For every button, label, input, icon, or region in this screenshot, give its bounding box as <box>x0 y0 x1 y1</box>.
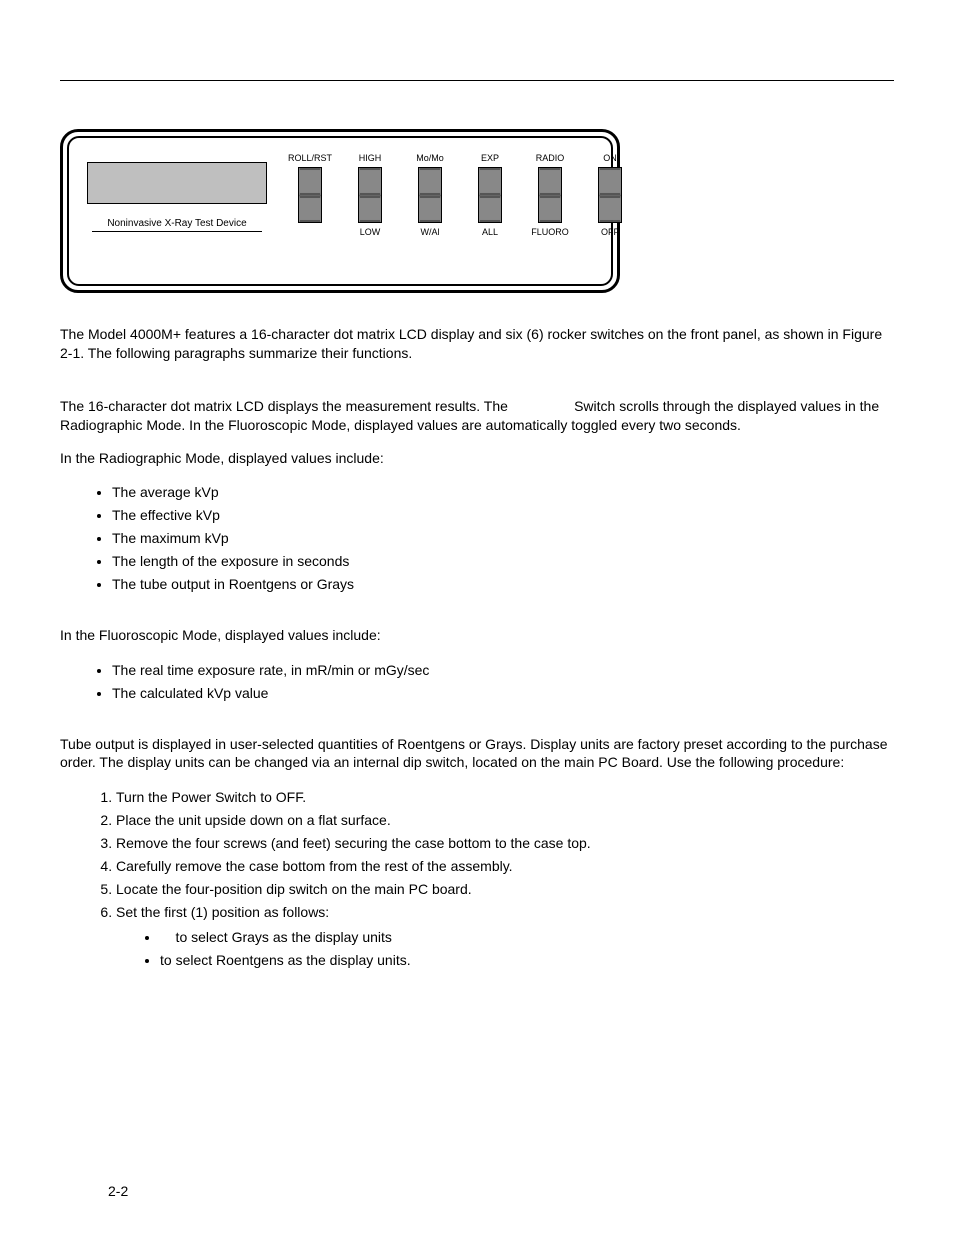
switch-label-top: Mo/Mo <box>416 152 444 164</box>
page: Noninvasive X-Ray Test Device ROLL/RST H… <box>0 0 954 1235</box>
list-item: The tube output in Roentgens or Grays <box>112 573 894 596</box>
sub-item-text: to select Grays as the display units <box>172 929 392 945</box>
radio-mode-intro: In the Radiographic Mode, displayed valu… <box>60 449 894 468</box>
list-item: The effective kVp <box>112 504 894 527</box>
list-item: The maximum kVp <box>112 527 894 550</box>
step-item: Set the first (1) position as follows: t… <box>116 901 894 974</box>
sub-item: to select Grays as the display units <box>160 926 894 949</box>
step-item: Turn the Power Switch to OFF. <box>116 786 894 809</box>
intro-paragraph: The Model 4000M+ features a 16-character… <box>60 325 894 363</box>
switch-row: ROLL/RST HIGH LOW Mo/Mo W/Al <box>289 152 631 238</box>
switch-label-bottom: ALL <box>482 226 498 238</box>
lcd-caption: Noninvasive X-Ray Test Device <box>92 218 262 232</box>
lcd-display <box>87 162 267 204</box>
switch-exp-all: EXP ALL <box>469 152 511 238</box>
display-desc-part-a: The 16-character dot matrix LCD displays… <box>60 398 512 414</box>
switch-label-top: EXP <box>481 152 499 164</box>
radio-mode-list: The average kVp The effective kVp The ma… <box>60 481 894 595</box>
switch-label-top: HIGH <box>359 152 382 164</box>
front-panel-figure: Noninvasive X-Ray Test Device ROLL/RST H… <box>60 129 894 293</box>
rocker-icon <box>478 167 502 223</box>
switch-high-low: HIGH LOW <box>349 152 391 238</box>
switch-radio-fluoro: RADIO FLUORO <box>529 152 571 238</box>
fluoro-mode-intro: In the Fluoroscopic Mode, displayed valu… <box>60 626 894 645</box>
procedure-steps: Turn the Power Switch to OFF. Place the … <box>60 786 894 973</box>
switch-roll-rst: ROLL/RST <box>289 152 331 238</box>
step-item: Carefully remove the case bottom from th… <box>116 855 894 878</box>
switch-label-top: RADIO <box>536 152 565 164</box>
list-item: The calculated kVp value <box>112 682 894 705</box>
list-item: The average kVp <box>112 481 894 504</box>
tube-output-paragraph: Tube output is displayed in user-selecte… <box>60 735 894 773</box>
switch-label-top: ROLL/RST <box>288 152 332 164</box>
switch-label-bottom: FLUORO <box>531 226 569 238</box>
list-item: The real time exposure rate, in mR/min o… <box>112 659 894 682</box>
rocker-icon <box>418 167 442 223</box>
switch-label-bottom: OFF <box>601 226 619 238</box>
rocker-icon <box>358 167 382 223</box>
step-item: Place the unit upside down on a flat sur… <box>116 809 894 832</box>
panel-outer-frame: Noninvasive X-Ray Test Device ROLL/RST H… <box>60 129 620 293</box>
page-number: 2-2 <box>108 1183 128 1199</box>
switch-on-off: ON OFF <box>589 152 631 238</box>
switch-mo-wal: Mo/Mo W/Al <box>409 152 451 238</box>
switch-label-bottom: W/Al <box>421 226 440 238</box>
rocker-icon <box>298 167 322 223</box>
step-item: Remove the four screws (and feet) securi… <box>116 832 894 855</box>
display-description: The 16-character dot matrix LCD displays… <box>60 397 894 435</box>
switch-label-top: ON <box>603 152 617 164</box>
body-text: The Model 4000M+ features a 16-character… <box>60 325 894 973</box>
sub-item: to select Roentgens as the display units… <box>160 949 894 972</box>
step-6-sublist: to select Grays as the display units to … <box>116 926 894 972</box>
switch-label-bottom: LOW <box>360 226 381 238</box>
list-item: The length of the exposure in seconds <box>112 550 894 573</box>
header-rule <box>60 80 894 81</box>
fluoro-mode-list: The real time exposure rate, in mR/min o… <box>60 659 894 705</box>
panel-inner-frame: Noninvasive X-Ray Test Device ROLL/RST H… <box>67 136 613 286</box>
lcd-block: Noninvasive X-Ray Test Device <box>87 152 267 232</box>
rocker-icon <box>598 167 622 223</box>
rocker-icon <box>538 167 562 223</box>
step-item: Locate the four-position dip switch on t… <box>116 878 894 901</box>
step-6-text: Set the first (1) position as follows: <box>116 904 329 920</box>
